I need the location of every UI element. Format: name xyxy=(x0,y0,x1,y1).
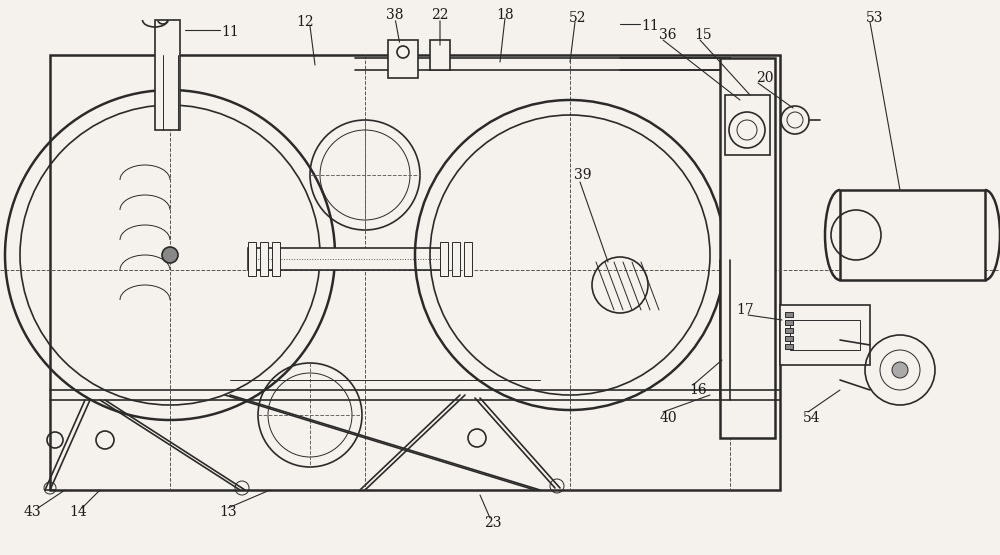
Bar xyxy=(785,344,793,349)
Bar xyxy=(388,40,418,78)
Text: 53: 53 xyxy=(866,11,884,25)
Text: 11: 11 xyxy=(221,25,239,39)
Bar xyxy=(452,242,460,276)
Text: 39: 39 xyxy=(574,168,592,182)
Text: 22: 22 xyxy=(431,8,449,22)
Text: 36: 36 xyxy=(659,28,677,42)
Text: 23: 23 xyxy=(484,516,502,530)
Text: 20: 20 xyxy=(756,71,774,85)
Bar xyxy=(272,242,280,276)
Bar xyxy=(248,242,256,276)
Bar xyxy=(785,312,793,317)
Bar xyxy=(440,242,448,276)
Bar xyxy=(785,320,793,325)
Bar xyxy=(464,242,472,276)
Text: 16: 16 xyxy=(689,383,707,397)
Bar xyxy=(785,328,793,333)
Bar xyxy=(50,55,780,490)
Bar xyxy=(780,305,870,365)
Text: 13: 13 xyxy=(219,505,237,519)
Bar xyxy=(790,320,860,350)
Bar xyxy=(785,336,793,341)
Text: 12: 12 xyxy=(296,15,314,29)
Bar xyxy=(840,190,985,280)
Bar xyxy=(430,40,450,70)
Text: 40: 40 xyxy=(659,411,677,425)
Bar xyxy=(720,58,775,438)
Bar xyxy=(155,20,180,130)
Text: 17: 17 xyxy=(736,303,754,317)
Text: 15: 15 xyxy=(694,28,712,42)
Bar xyxy=(260,242,268,276)
Text: 14: 14 xyxy=(69,505,87,519)
Bar xyxy=(725,95,770,155)
Text: 54: 54 xyxy=(803,411,821,425)
Text: 43: 43 xyxy=(23,505,41,519)
Text: 38: 38 xyxy=(386,8,404,22)
Bar xyxy=(248,248,448,270)
Circle shape xyxy=(892,362,908,378)
Text: 18: 18 xyxy=(496,8,514,22)
Text: 52: 52 xyxy=(569,11,587,25)
Circle shape xyxy=(162,247,178,263)
Text: 11: 11 xyxy=(641,19,659,33)
